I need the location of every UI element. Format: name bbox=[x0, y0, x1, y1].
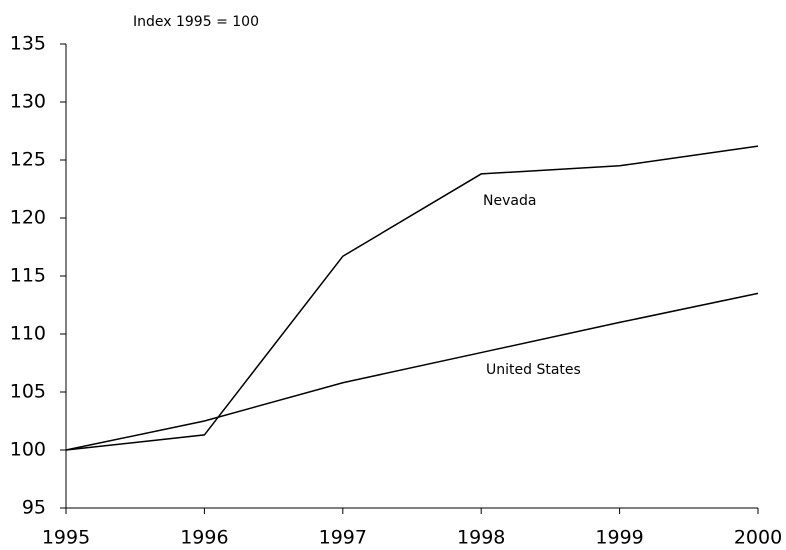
y-tick-label: 115 bbox=[10, 265, 46, 287]
x-tick-label: 1995 bbox=[42, 527, 90, 549]
y-tick-label: 100 bbox=[10, 439, 46, 461]
x-tick-label: 1998 bbox=[457, 527, 505, 549]
y-tick-label: 120 bbox=[10, 207, 46, 229]
x-tick-label: 1997 bbox=[319, 527, 367, 549]
y-tick-label: 105 bbox=[10, 381, 46, 403]
x-tick-label: 1999 bbox=[595, 527, 643, 549]
x-tick-label: 1996 bbox=[180, 527, 228, 549]
series-label: United States bbox=[486, 362, 581, 378]
chart-subtitle: Index 1995 = 100 bbox=[133, 14, 259, 30]
y-tick-label: 125 bbox=[10, 149, 46, 171]
y-tick-label: 110 bbox=[10, 323, 46, 345]
x-tick-label: 2000 bbox=[734, 527, 782, 549]
y-tick-label: 95 bbox=[22, 497, 46, 519]
y-tick-label: 135 bbox=[10, 33, 46, 55]
series-line bbox=[65, 292, 759, 451]
series-line bbox=[65, 145, 759, 451]
y-tick-label: 130 bbox=[10, 91, 46, 113]
series-label: Nevada bbox=[483, 193, 536, 209]
